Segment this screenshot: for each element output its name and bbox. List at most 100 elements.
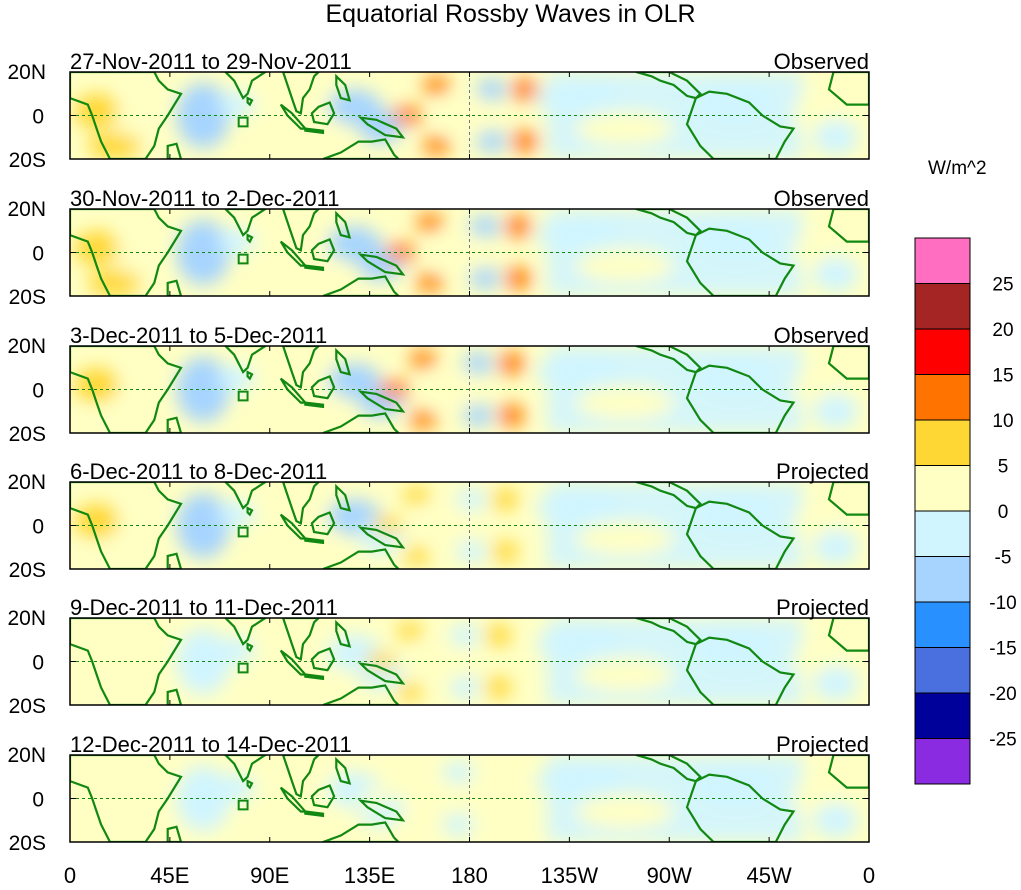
- colorbar-label: 10: [992, 411, 1013, 432]
- coastlines: [70, 72, 869, 159]
- coastline: [357, 662, 406, 685]
- colorbar-label: 5: [998, 457, 1009, 478]
- anomaly-blob: [813, 119, 858, 155]
- anomaly-blob: [491, 488, 519, 511]
- y-tick-label: 20S: [9, 423, 46, 446]
- anomaly-blob: [536, 626, 625, 662]
- colorbar-swatch: [914, 738, 971, 785]
- anomaly-blob: [485, 624, 512, 647]
- anomaly-blob: [476, 78, 508, 101]
- coastline: [335, 756, 352, 785]
- anomaly-blob: [442, 761, 474, 784]
- anomaly-blob: [116, 646, 157, 690]
- anomaly-blob: [422, 76, 450, 94]
- anomaly-blob: [813, 256, 858, 292]
- coastline: [310, 237, 336, 263]
- coastline: [279, 786, 308, 813]
- anomaly-blob: [511, 78, 539, 101]
- coastline: [281, 755, 321, 798]
- anomaly-blob: [396, 622, 423, 640]
- coastline: [685, 227, 796, 296]
- coastline: [335, 73, 352, 102]
- coastline: [246, 96, 254, 107]
- colorbar-swatch: [914, 465, 971, 512]
- anomaly-blob: [576, 385, 674, 420]
- anomaly-blob: [695, 626, 776, 671]
- indian-ocean-box: [237, 526, 249, 538]
- olr-anomaly-field: [74, 72, 858, 159]
- figure-title: Equatorial Rossby Waves in OLR: [325, 0, 696, 28]
- y-tick-label: 0: [32, 380, 44, 403]
- coastline: [310, 374, 336, 400]
- anomaly-blob: [87, 132, 142, 159]
- anomaly-blob: [536, 490, 625, 526]
- coastline: [635, 209, 702, 237]
- anomaly-blob: [813, 393, 858, 429]
- x-tick-label: 135W: [541, 863, 599, 888]
- anomaly-blob: [402, 547, 430, 565]
- anomaly-blob: [116, 510, 157, 554]
- coastline: [310, 511, 336, 536]
- x-tick-label: 0: [863, 863, 875, 888]
- coastline: [246, 506, 254, 517]
- coastline: [827, 209, 869, 243]
- anomaly-blob: [695, 354, 776, 399]
- coastline: [281, 346, 321, 389]
- panel-kind-label: Observed: [774, 49, 869, 74]
- coastline: [70, 755, 183, 842]
- coastline: [166, 142, 183, 159]
- anomaly-blob: [218, 365, 255, 392]
- anomaly-blob: [536, 763, 625, 799]
- coastline: [357, 799, 406, 822]
- coastline: [304, 401, 325, 409]
- olr-anomaly-field: [74, 346, 858, 433]
- anomaly-blob: [505, 215, 532, 238]
- anomaly-blob: [116, 783, 157, 827]
- anomaly-blob: [422, 137, 450, 155]
- anomaly-blob: [218, 91, 255, 118]
- coastline: [310, 784, 336, 809]
- y-tick-label: 0: [32, 652, 44, 675]
- anomaly-blob: [74, 776, 119, 812]
- coastline: [827, 482, 869, 516]
- coastline: [310, 647, 336, 672]
- panel-date-range: 9-Dec-2011 to 11-Dec-2011: [70, 595, 338, 620]
- panel-kind-label: Projected: [776, 732, 869, 757]
- anomaly-blob: [389, 820, 417, 838]
- panel-date-range: 30-Nov-2011 to 2-Dec-2011: [70, 186, 339, 211]
- coastline: [279, 240, 308, 267]
- anomaly-blob: [813, 665, 858, 701]
- anomaly-blob: [431, 239, 486, 266]
- colorbar-label: -25: [989, 730, 1016, 751]
- y-tick-label: 20N: [7, 607, 46, 630]
- coastline: [70, 72, 183, 159]
- anomaly-blob: [456, 488, 488, 511]
- anomaly-blob: [358, 789, 390, 808]
- coastline: [304, 537, 325, 545]
- coastlines: [70, 755, 869, 842]
- anomaly-blob: [416, 274, 443, 292]
- coastline: [635, 72, 702, 100]
- colorbar-swatch: [914, 328, 971, 375]
- panel-date-range: 12-Dec-2011 to 14-Dec-2011: [70, 732, 352, 757]
- anomaly-blob: [389, 759, 417, 777]
- colorbar-label: 15: [992, 366, 1013, 387]
- coastline: [335, 347, 352, 376]
- coastline: [279, 377, 308, 404]
- coastline: [281, 482, 321, 525]
- coastline: [635, 346, 702, 374]
- coastline: [70, 482, 183, 569]
- coastline: [335, 483, 352, 512]
- indian-ocean-box: [237, 662, 249, 674]
- anomaly-blob: [478, 761, 506, 784]
- panel-date-range: 27-Nov-2011 to 29-Nov-2011: [70, 49, 352, 74]
- coastline: [304, 673, 325, 681]
- coastline: [685, 500, 796, 569]
- indian-ocean-box: [237, 253, 249, 265]
- anomaly-blob: [449, 624, 481, 647]
- coastline: [70, 209, 183, 296]
- coastline: [246, 370, 254, 381]
- anomaly-blob: [74, 503, 119, 539]
- x-tick-label: 135E: [344, 863, 395, 888]
- colorbar-swatch: [914, 374, 971, 421]
